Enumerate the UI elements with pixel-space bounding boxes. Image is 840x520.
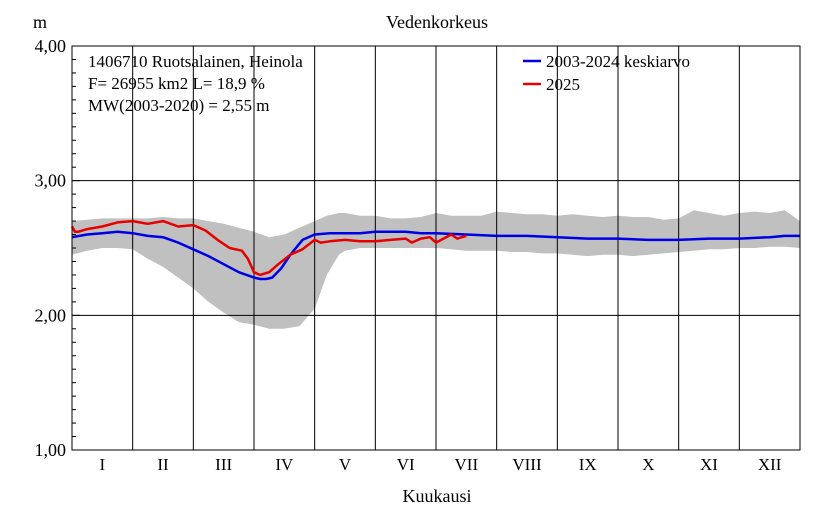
y-tick-label: 4,00 <box>35 36 67 56</box>
month-label: I <box>99 455 105 474</box>
month-label: IV <box>275 455 294 474</box>
y-tick-label: 1,00 <box>35 440 67 460</box>
month-label: XII <box>758 455 782 474</box>
info-mean-level: MW(2003-2020) = 2,55 m <box>88 96 269 115</box>
info-area: F= 26955 km2 L= 18,9 % <box>88 74 265 93</box>
legend-label-2025: 2025 <box>546 75 580 94</box>
x-axis-label: Kuukausi <box>403 486 472 506</box>
month-label: II <box>157 455 169 474</box>
series-line-average <box>71 230 800 281</box>
series-layer <box>70 219 800 281</box>
chart-title: Vedenkorkeus <box>386 12 488 32</box>
month-label: IX <box>579 455 597 474</box>
grid-layer <box>72 46 800 450</box>
y-axis-label: m <box>33 12 47 32</box>
series-line-2025 <box>70 219 467 277</box>
month-label: V <box>339 455 352 474</box>
month-label: VIII <box>512 455 542 474</box>
month-label: VI <box>397 455 415 474</box>
month-label: X <box>642 455 654 474</box>
info-station: 1406710 Ruotsalainen, Heinola <box>88 52 303 71</box>
legend-label-average: 2003-2024 keskiarvo <box>546 52 690 71</box>
month-label: III <box>215 455 232 474</box>
y-tick-label: 3,00 <box>35 171 67 191</box>
y-tick-label: 2,00 <box>35 305 67 325</box>
month-label: XI <box>700 455 718 474</box>
legend: 2003-2024 keskiarvo 2025 <box>523 52 690 94</box>
info-block: 1406710 Ruotsalainen, Heinola F= 26955 k… <box>88 52 303 115</box>
tick-layer: 1,002,003,004,00I II III IV V VI VII VIII IX X XI X… <box>35 36 782 474</box>
month-label: VII <box>455 455 479 474</box>
